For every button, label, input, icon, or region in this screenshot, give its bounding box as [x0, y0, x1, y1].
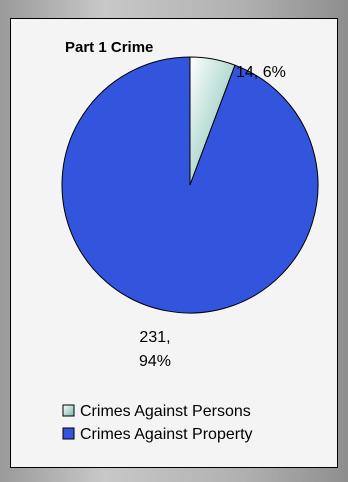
data-label: 14, 6% — [236, 64, 286, 81]
pie-slice — [61, 56, 319, 314]
legend-label: Crimes Against Persons — [80, 403, 251, 420]
legend-swatch — [62, 404, 75, 417]
legend-swatch — [62, 427, 75, 440]
data-label: 231, 94% — [138, 329, 172, 370]
chart-title: Part 1 Crime — [65, 39, 153, 56]
legend-label: Crimes Against Property — [80, 426, 253, 443]
